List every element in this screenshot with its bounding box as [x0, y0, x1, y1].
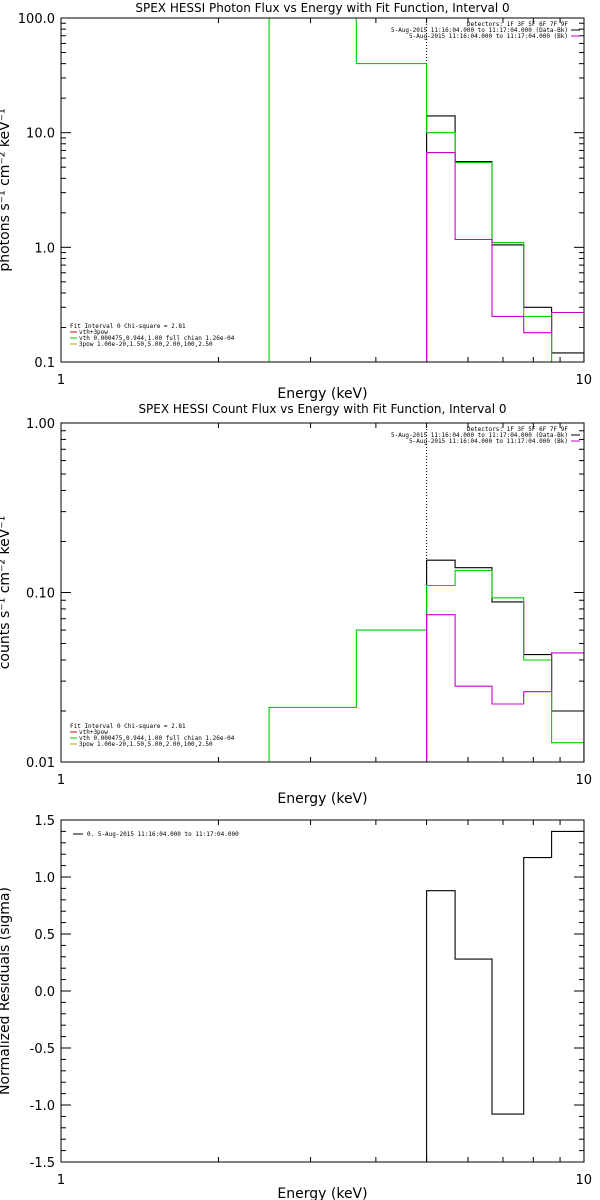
legend-right-text: Detectors: 1F 3F 5F 6F 7F 9F — [467, 426, 569, 433]
legend-left-text: Fit Interval 0 Chi-square = 2.81 — [70, 323, 186, 330]
legend-right-text: 5-Aug-2015 11:16:04.000 to 11:17:04.000 … — [391, 432, 568, 439]
y-axis-label: counts s⁻¹ cm⁻² keV⁻¹ — [0, 516, 13, 670]
legend-right-text: Detectors: 1F 3F 5F 6F 7F 9F — [467, 21, 569, 28]
series-group — [268, 559, 584, 762]
series-2-step — [268, 569, 584, 762]
y-axis-label: photons s⁻¹ cm⁻² keV⁻¹ — [0, 108, 13, 271]
legend-left-text: 3pow 1.00e-20,1.50,5.00,2.00,100,2.50 — [79, 741, 213, 748]
y-tick-label: 1.00 — [26, 417, 55, 432]
y-tick-label: 0.10 — [26, 587, 55, 602]
legend-left-text: vth 0.000475,0.944,1.00 full chian 1.26e… — [79, 335, 235, 342]
series-3-step — [426, 614, 584, 762]
x-tick-label: 10 — [575, 773, 592, 788]
legend-top-text: 0. 5-Aug-2015 11:16:04.000 to 11:17:04.0… — [87, 831, 239, 838]
x-tick-label: 1 — [57, 373, 65, 388]
x-tick-label: 1 — [57, 773, 65, 788]
y-tick-label: 0.1 — [34, 356, 55, 371]
chart-panel-2: SPEX HESSI Count Flux vs Energy with Fit… — [0, 402, 592, 807]
y-tick-label: 100.0 — [18, 12, 55, 27]
legend-right-text: 5-Aug-2015 11:16:04.000 to 11:17:04.000 … — [409, 438, 568, 445]
chart-title: SPEX HESSI Photon Flux vs Energy with Fi… — [135, 1, 509, 15]
plot-frame — [60, 17, 585, 363]
chart-title: SPEX HESSI Count Flux vs Energy with Fit… — [138, 402, 506, 416]
x-axis-label: Energy (keV) — [277, 1186, 367, 1200]
legend-left-text: Fit Interval 0 Chi-square = 2.81 — [70, 723, 186, 730]
y-tick-label: 1.0 — [34, 241, 55, 256]
series-group — [268, 18, 584, 362]
x-axis-label: Energy (keV) — [277, 386, 367, 402]
y-tick-label: 1.5 — [34, 814, 55, 829]
y-tick-label: -0.5 — [30, 1042, 55, 1057]
x-tick-label: 1 — [57, 1173, 65, 1188]
legend-left-text: vth 0.000475,0.944,1.00 full chian 1.26e… — [79, 735, 235, 742]
chart-panel-1: SPEX HESSI Photon Flux vs Energy with Fi… — [0, 1, 592, 402]
y-tick-label: -1.0 — [30, 1099, 55, 1114]
x-tick-label: 10 — [575, 1173, 592, 1188]
plot-frame — [60, 819, 585, 1163]
y-tick-label: 1.0 — [34, 871, 55, 886]
series-1-step — [426, 559, 584, 762]
y-tick-label: 0.5 — [34, 928, 55, 943]
series-1-step — [426, 115, 584, 362]
legend-right-text: 5-Aug-2015 11:16:04.000 to 11:17:04.000 … — [409, 33, 568, 40]
y-tick-label: 10.0 — [26, 127, 55, 142]
y-tick-label: 0.0 — [34, 985, 55, 1000]
plot-frame — [60, 422, 585, 763]
y-axis-label: Normalized Residuals (sigma) — [0, 887, 13, 1095]
legend-left-text: vth+3pow — [79, 329, 108, 336]
legend-right-text: 5-Aug-2015 11:16:04.000 to 11:17:04.000 … — [391, 27, 568, 34]
x-tick-label: 10 — [575, 373, 592, 388]
series-1-step — [426, 830, 584, 1162]
legend-left-text: vth+3pow — [79, 729, 108, 736]
legend-left-text: 3pow 1.00e-20,1.50,5.00,2.00,100,2.50 — [79, 341, 213, 348]
series-group — [426, 830, 584, 1162]
y-tick-label: 0.01 — [26, 756, 55, 771]
series-3-step — [426, 152, 584, 362]
chart-panel-3: 1 10 -1.5 -1.0 -0.5 0.0 0.5 1.0 1.5 Energy (keV) N… — [0, 814, 592, 1200]
x-axis-label: Energy (keV) — [277, 791, 367, 807]
y-tick-label: -1.5 — [30, 1156, 55, 1171]
